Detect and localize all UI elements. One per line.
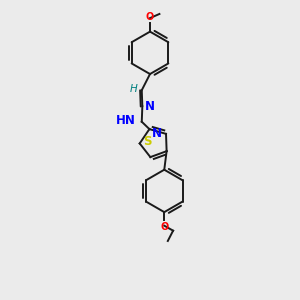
Text: O: O bbox=[146, 12, 154, 22]
Text: H: H bbox=[130, 84, 138, 94]
Text: N: N bbox=[152, 128, 162, 140]
Text: HN: HN bbox=[116, 114, 135, 127]
Text: N: N bbox=[145, 100, 155, 113]
Text: S: S bbox=[143, 136, 152, 148]
Text: O: O bbox=[160, 222, 168, 232]
